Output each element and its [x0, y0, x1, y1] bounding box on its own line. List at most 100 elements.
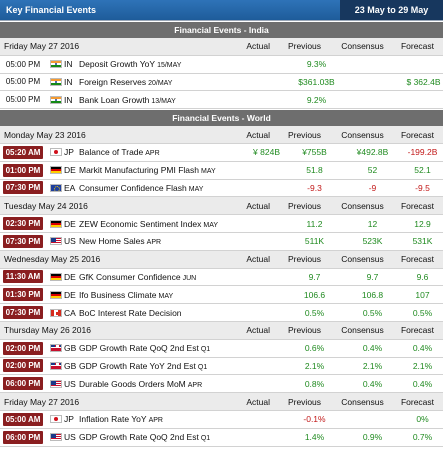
previous-value: ¥755B — [302, 147, 327, 158]
event-row[interactable]: 05:00 AM JP Inflation Rate YoY APR -0.1% 0% — [0, 411, 443, 429]
event-row[interactable]: 01:00 PM DE Markit Manufacturing PMI Flash… — [0, 162, 443, 180]
india-flag-icon — [50, 60, 62, 69]
consensus-value: 0.5% — [362, 307, 383, 318]
event-time: 01:00 PM — [3, 163, 43, 177]
event-title: Bank Loan Growth — [79, 94, 150, 105]
event-row[interactable]: 11:30 AM DE GfK Consumer Confidence JUN 9.7 9… — [0, 269, 443, 287]
event-name[interactable]: BoC Interest Rate Decision — [79, 308, 233, 318]
event-name[interactable]: Consumer Confidence Flash MAY — [79, 183, 233, 193]
event-name[interactable]: New Home Sales APR — [79, 236, 233, 246]
country-code: IN — [64, 59, 73, 70]
event-title: Balance of Trade — [79, 147, 144, 158]
event-period: Q1 — [197, 363, 208, 371]
event-row[interactable]: 05:00 PM IN Bank Loan Growth 13/MAY 9.2% — [0, 91, 443, 110]
column-consensus: Consensus — [341, 325, 384, 336]
event-title: Durable Goods Orders MoM — [79, 378, 186, 389]
event-row[interactable]: 07:30 PM US New Home Sales APR 511K 523K 531K — [0, 233, 443, 251]
country-code: DE — [64, 271, 76, 282]
event-row[interactable]: 07:30 PM CA BoC Interest Rate Decision 0.5%… — [0, 304, 443, 322]
event-time: 02:30 PM — [3, 217, 43, 231]
event-row[interactable]: 01:30 PM DE Ifo Business Climate MAY 106.6 10… — [0, 286, 443, 305]
world-day-header: Friday May 27 2016 Actual Previous Consensu… — [0, 393, 443, 411]
event-title: BoC Interest Rate Decision — [79, 307, 182, 318]
previous-value: 511K — [304, 236, 325, 247]
event-row[interactable]: 05:00 PM IN Deposit Growth YoY 15/MAY 9.3% — [0, 56, 443, 74]
event-name[interactable]: GDP Growth Rate YoY 2nd Est Q1 — [79, 361, 233, 371]
event-period: Q1 — [200, 346, 211, 354]
event-name[interactable]: Deposit Growth YoY 15/MAY — [79, 59, 235, 69]
event-row[interactable]: 02:30 PM DE ZEW Economic Sentiment Index MA… — [0, 215, 443, 233]
country-code: US — [64, 378, 76, 389]
event-period: MAY — [200, 168, 216, 176]
consensus-value: 9.7 — [366, 271, 379, 282]
event-period: 13/MAY — [151, 97, 176, 105]
india-section-title: Financial Events - India — [0, 21, 443, 38]
column-forecast: Forecast — [400, 325, 435, 336]
previous-value: 2.1% — [304, 360, 325, 371]
event-name[interactable]: ZEW Economic Sentiment Index MAY — [79, 219, 233, 229]
previous-value: -0.1% — [303, 414, 326, 425]
india-flag-icon — [50, 77, 62, 86]
column-forecast: Forecast — [400, 41, 435, 52]
world-day-header: Thursday May 26 2016 Actual Previous Consen… — [0, 321, 443, 340]
forecast-value: 0.4% — [412, 378, 433, 389]
world-section: Financial Events - World Monday May 23 2… — [0, 109, 443, 447]
country-code: JP — [64, 414, 74, 425]
column-forecast: Forecast — [400, 396, 435, 407]
event-row[interactable]: 05:00 PM IN Foreign Reserves 20/MAY $361.03B… — [0, 74, 443, 92]
event-name[interactable]: GfK Consumer Confidence JUN — [79, 272, 233, 282]
day-date: Friday May 27 2016 — [4, 41, 80, 52]
forecast-value: 0.4% — [412, 343, 433, 354]
column-previous: Previous — [287, 200, 322, 211]
world-day-list: Monday May 23 2016 Actual Previous Consensu… — [0, 126, 443, 447]
country-code: GB — [64, 360, 77, 371]
event-title: Ifo Business Climate — [79, 289, 157, 300]
germany-flag-icon — [50, 166, 62, 175]
event-row[interactable]: 07:30 PM EA Consumer Confidence Flash MAY -9… — [0, 180, 443, 198]
event-row[interactable]: 06:00 PM US Durable Goods Orders MoM APR 0.8… — [0, 375, 443, 394]
germany-flag-icon — [50, 219, 62, 228]
consensus-value: ¥492.8B — [356, 147, 389, 158]
previous-value: 9.2% — [306, 94, 327, 105]
event-name[interactable]: Balance of Trade APR — [79, 147, 233, 157]
event-row[interactable]: 05:20 AM JP Balance of Trade APR ¥ 824B ¥755B… — [0, 144, 443, 162]
event-name[interactable]: Inflation Rate YoY APR — [79, 414, 233, 424]
event-time: 07:30 PM — [3, 306, 43, 320]
event-name[interactable]: Bank Loan Growth 13/MAY — [79, 95, 235, 105]
previous-value: 0.6% — [304, 343, 325, 354]
country-code: IN — [64, 76, 73, 87]
event-row[interactable]: 02:00 PM GB GDP Growth Rate YoY 2nd Est Q1 2… — [0, 358, 443, 376]
previous-value: 9.7 — [308, 271, 321, 282]
event-name[interactable]: Foreign Reserves 20/MAY — [79, 77, 235, 87]
event-period: MAY — [188, 185, 204, 193]
country-code: CA — [64, 307, 76, 318]
germany-flag-icon — [50, 272, 62, 281]
event-period: MAY — [203, 221, 219, 229]
world-section-title: Financial Events - World — [0, 109, 443, 127]
previous-value: 9.3% — [306, 59, 327, 70]
previous-value: 1.4% — [304, 432, 325, 443]
column-forecast: Forecast — [400, 254, 435, 265]
india-day-header: Friday May 27 2016 Actual Previous Conse… — [0, 38, 443, 56]
column-actual: Actual — [246, 129, 270, 140]
event-row[interactable]: 02:00 PM GB GDP Growth Rate QoQ 2nd Est Q1 0… — [0, 340, 443, 358]
widget-title: Key Financial Events — [0, 0, 340, 20]
column-actual: Actual — [246, 396, 270, 407]
event-row[interactable]: 06:00 PM US GDP Growth Rate QoQ 2nd Est Q1 1… — [0, 429, 443, 447]
event-time: 07:30 PM — [3, 234, 43, 248]
event-title: New Home Sales — [79, 236, 145, 247]
forecast-value: 0% — [416, 414, 429, 425]
event-title: Deposit Growth YoY — [79, 59, 156, 70]
event-name[interactable]: Ifo Business Climate MAY — [79, 290, 233, 300]
event-name[interactable]: GDP Growth Rate QoQ 2nd Est Q1 — [79, 343, 233, 353]
event-title: Markit Manufacturing PMI Flash — [79, 165, 199, 176]
consensus-value: -9 — [368, 182, 377, 193]
event-name[interactable]: Markit Manufacturing PMI Flash MAY — [79, 165, 233, 175]
event-title: Consumer Confidence Flash — [79, 182, 187, 193]
world-day-header: Wednesday May 25 2016 Actual Previous Conse… — [0, 250, 443, 269]
country-code: IN — [64, 94, 73, 105]
event-name[interactable]: GDP Growth Rate QoQ 2nd Est Q1 — [79, 432, 233, 442]
event-name[interactable]: Durable Goods Orders MoM APR — [79, 379, 233, 389]
country-code: GB — [64, 343, 77, 354]
